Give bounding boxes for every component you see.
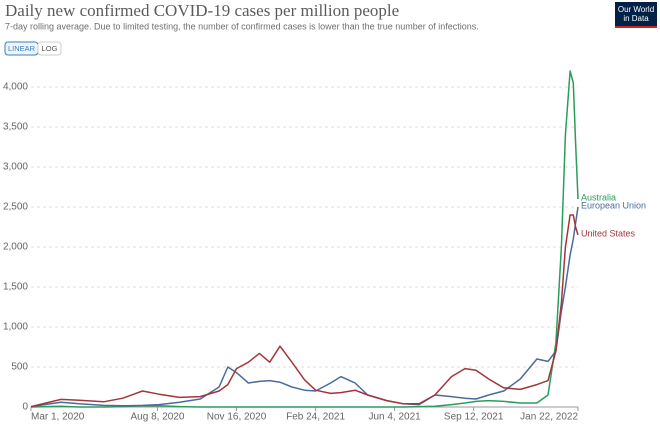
series-label: Australia bbox=[581, 192, 616, 202]
chart-subtitle: 7-day rolling average. Due to limited te… bbox=[5, 21, 479, 31]
linear-label[interactable]: LINEAR bbox=[8, 44, 36, 53]
x-tick-label: Aug 8, 2020 bbox=[131, 412, 185, 423]
y-tick-label: 1,500 bbox=[3, 282, 28, 293]
x-tick-label: Feb 24, 2021 bbox=[286, 412, 345, 423]
series-line bbox=[30, 206, 579, 408]
x-tick-label: Jan 22, 2022 bbox=[520, 412, 578, 423]
log-button[interactable] bbox=[37, 41, 62, 56]
x-tick-label: Mar 1, 2020 bbox=[31, 412, 85, 423]
logo-text: in Data bbox=[623, 14, 649, 23]
y-tick-label: 500 bbox=[11, 362, 28, 373]
series-label: European Union bbox=[581, 200, 646, 210]
y-tick-label: 3,500 bbox=[3, 122, 28, 133]
logo-underline bbox=[615, 26, 657, 28]
y-tick-label: 4,000 bbox=[3, 82, 28, 93]
series-line bbox=[30, 70, 579, 408]
series-line bbox=[30, 214, 579, 408]
chart-title: Daily new confirmed COVID-19 cases per m… bbox=[5, 1, 399, 20]
y-tick-label: 2,500 bbox=[3, 202, 28, 213]
x-tick-label: Sep 12, 2021 bbox=[444, 412, 504, 423]
series-label: United States bbox=[581, 228, 636, 238]
x-tick-label: Nov 16, 2020 bbox=[207, 412, 267, 423]
log-label[interactable]: LOG bbox=[42, 44, 58, 53]
y-tick-label: 1,000 bbox=[3, 322, 28, 333]
logo-text: Our World bbox=[618, 5, 654, 14]
y-tick-label: 3,000 bbox=[3, 162, 28, 173]
y-tick-label: 2,000 bbox=[3, 242, 28, 253]
y-tick-label: 0 bbox=[22, 402, 28, 413]
x-tick-label: Jun 4, 2021 bbox=[368, 412, 421, 423]
logo[interactable] bbox=[615, 2, 657, 28]
